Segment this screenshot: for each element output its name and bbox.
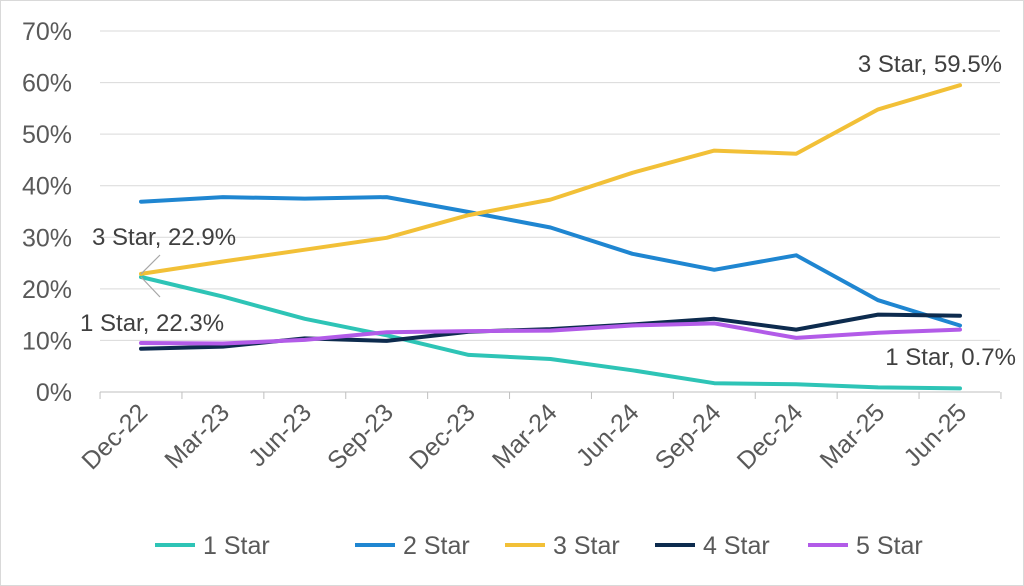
legend-label-3-star: 3 Star xyxy=(553,532,620,560)
x-tick-label: Dec-24 xyxy=(732,398,809,475)
series-line-2-star xyxy=(139,195,962,328)
x-tick-label: Sep-23 xyxy=(322,398,399,475)
x-tick-label: Dec-23 xyxy=(404,398,481,475)
annotations: 3 Star, 22.9% 1 Star, 22.3% 3 Star, 59.5… xyxy=(80,51,1016,371)
series-line-1-star xyxy=(139,275,962,391)
annotation-3star-end: 3 Star, 59.5% xyxy=(858,51,1002,78)
x-tick-label: Mar-24 xyxy=(487,398,563,474)
x-tick-label: Dec-22 xyxy=(76,398,153,475)
x-tick-label: Sep-24 xyxy=(650,398,727,475)
y-tick-label: 50% xyxy=(22,121,72,149)
y-axis-ticks: 0% 10% 20% 30% 40% 50% 60% 70% xyxy=(22,18,72,407)
x-axis-ticks: Dec-22 Mar-23 Jun-23 Sep-23 Dec-23 Mar-24 Jun-… xyxy=(76,392,1002,475)
annotation-1star-start: 1 Star, 22.3% xyxy=(80,310,224,337)
legend-label-5-star: 5 Star xyxy=(856,532,923,560)
x-tick-label: Mar-23 xyxy=(159,398,235,474)
x-tick-label: Jun-25 xyxy=(898,398,972,472)
series-line-5-star xyxy=(139,321,962,346)
annotation-leader-1star-start xyxy=(140,276,161,298)
legend-label-2-star: 2 Star xyxy=(403,532,470,560)
y-tick-label: 40% xyxy=(22,173,72,201)
y-tick-label: 20% xyxy=(22,276,72,304)
series-lines xyxy=(139,83,962,391)
legend-label-4-star: 4 Star xyxy=(703,532,770,560)
y-tick-label: 0% xyxy=(36,379,72,407)
series-line-3-star xyxy=(139,83,962,276)
x-tick-label: Jun-24 xyxy=(571,398,645,472)
y-tick-label: 30% xyxy=(22,224,72,252)
y-tick-label: 60% xyxy=(22,70,72,98)
annotation-leader-3star-start xyxy=(140,254,161,275)
annotation-3star-start: 3 Star, 22.9% xyxy=(92,224,236,251)
x-tick-label: Jun-23 xyxy=(243,398,317,472)
legend: 1 Star 2 Star 3 Star 4 Star 5 Star xyxy=(155,532,923,560)
gridlines xyxy=(100,30,1000,393)
y-tick-label: 10% xyxy=(22,327,72,355)
annotation-1star-end: 1 Star, 0.7% xyxy=(885,344,1016,371)
y-tick-label: 70% xyxy=(22,18,72,46)
x-tick-label: Mar-25 xyxy=(815,398,891,474)
legend-label-1-star: 1 Star xyxy=(203,532,270,560)
